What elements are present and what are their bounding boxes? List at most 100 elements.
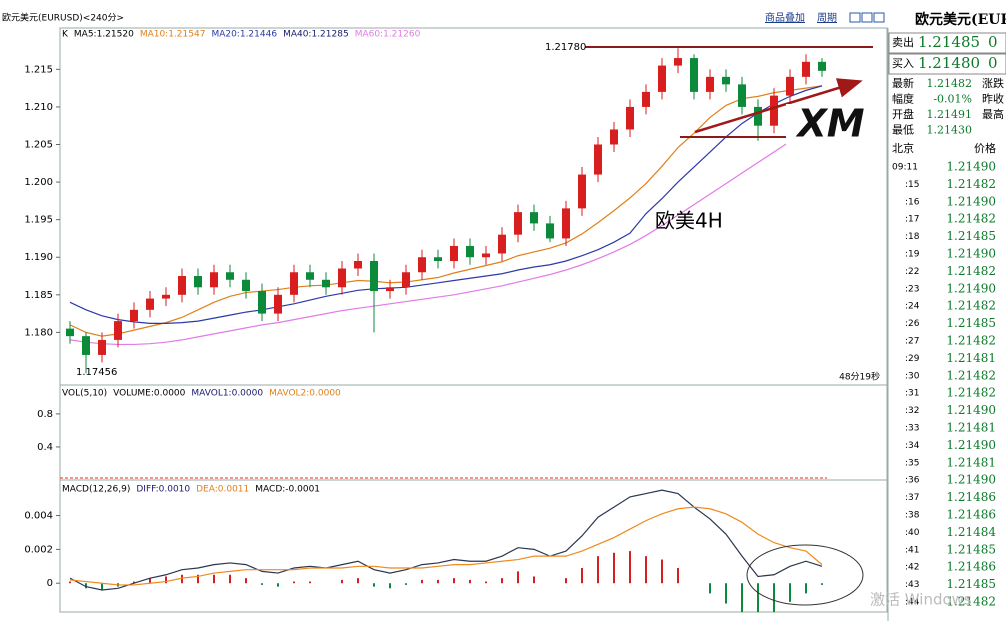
tick-price: 1.21485 <box>946 229 996 243</box>
candle-body <box>498 234 506 254</box>
dif-line <box>69 489 823 591</box>
tick-price: 1.21490 <box>946 194 996 208</box>
indicator-label: MA10:1.21547 <box>140 30 206 40</box>
tick-time: :33 <box>905 424 919 434</box>
indicator-label: K <box>62 30 69 40</box>
candle-body <box>578 174 586 209</box>
tick-price: 1.21481 <box>946 351 996 365</box>
y-tick-label: 1.210 <box>24 102 53 113</box>
candle-body <box>722 76 730 85</box>
candle-body <box>770 95 778 126</box>
tick-time: :37 <box>905 493 919 503</box>
y-tick-label: 0.4 <box>37 442 53 453</box>
indicator-label: DIFF:0.0010 <box>136 485 190 495</box>
stat-label: 幅度 <box>892 92 914 106</box>
candle-body <box>706 76 714 92</box>
tick-time: :18 <box>905 232 920 242</box>
candle-body <box>402 272 410 288</box>
candle-body <box>418 257 426 273</box>
tick-time: :22 <box>905 267 919 277</box>
candle-body <box>482 253 490 258</box>
logo-box <box>786 104 876 146</box>
tick-time: :26 <box>905 319 920 329</box>
quote-label: 买入 <box>892 57 914 70</box>
indicator-label: MACD(12,26,9) <box>62 485 130 495</box>
y-tick-label: 0.002 <box>24 544 53 555</box>
indicator-label: DEA:0.0011 <box>196 485 249 495</box>
tick-price: 1.21482 <box>946 264 996 278</box>
candle-body <box>658 65 666 92</box>
candle-body <box>370 260 378 292</box>
panel-frames <box>59 27 889 621</box>
low-label: 1.17456 <box>76 367 117 378</box>
y-tick-label: 1.200 <box>24 177 53 188</box>
y-tick-label: 1.180 <box>24 327 53 338</box>
stat-label: 最低 <box>892 124 914 137</box>
y-tick-label: 1.185 <box>24 290 53 301</box>
candle-body <box>338 268 346 288</box>
y-tick-label: 0.8 <box>37 409 53 420</box>
tick-price: 1.21482 <box>946 368 996 382</box>
candle-body <box>130 309 138 322</box>
candle-body <box>98 339 106 355</box>
tick-price: 1.21490 <box>946 281 996 295</box>
y-tick-label: 0.004 <box>24 511 53 522</box>
candle-body <box>546 223 554 239</box>
ticks-header: 北京 <box>892 141 914 155</box>
tick-time: :24 <box>905 302 920 312</box>
y-tick-label: 0 <box>47 578 53 589</box>
tick-time: :16 <box>905 197 920 207</box>
tick-price: 1.21485 <box>946 542 996 556</box>
candle-body <box>162 294 170 299</box>
highlight-ellipse <box>746 544 864 606</box>
tick-time: :42 <box>905 563 919 573</box>
tick-time: :31 <box>905 389 919 399</box>
timer: 48分19秒 <box>839 371 880 383</box>
tick-time: :23 <box>905 284 919 294</box>
tick-price: 1.21482 <box>946 334 996 348</box>
tick-price: 1.21485 <box>946 316 996 330</box>
quote-price: 1.21480 <box>918 54 980 72</box>
candle-body <box>290 272 298 295</box>
candle-body <box>210 272 218 288</box>
tick-price: 1.21490 <box>946 247 996 261</box>
candle-body <box>178 276 186 295</box>
tick-time: :17 <box>905 215 919 225</box>
indicator-label: MACD:-0.0001 <box>255 485 320 495</box>
tick-price: 1.21490 <box>946 473 996 487</box>
stat-value: 1.21491 <box>927 108 973 121</box>
y-tick-label: 1.215 <box>24 64 53 75</box>
tick-price: 1.21482 <box>946 386 996 400</box>
period-button[interactable]: 周期 <box>817 12 837 24</box>
logo: XM <box>795 102 864 146</box>
candle-body <box>754 106 762 126</box>
candle-body <box>146 298 154 310</box>
candle-body <box>466 245 474 258</box>
ma-line <box>69 85 823 324</box>
indicator-label: MA20:1.21446 <box>211 30 277 40</box>
candle-body <box>242 279 250 292</box>
indicator-label: MA60:1.21260 <box>355 30 421 40</box>
tick-time: :35 <box>905 458 919 468</box>
candle-body <box>434 257 442 261</box>
window-buttons[interactable] <box>849 12 885 23</box>
candle-body <box>642 91 650 107</box>
tick-price: 1.21482 <box>946 212 996 226</box>
tick-price: 1.21482 <box>946 299 996 313</box>
overlay-button[interactable]: 商品叠加 <box>765 11 805 24</box>
watermark: 激活 Windows <box>870 591 972 609</box>
candle-body <box>610 129 618 145</box>
axes: 1.180 1.185 1.190 1.195 1.200 1.205 1.210 1.215… <box>24 30 420 590</box>
candle-body <box>258 291 266 314</box>
candle-body <box>322 279 330 288</box>
indicator-label: MAVOL1:0.0000 <box>191 389 263 399</box>
tick-time: :38 <box>905 511 920 521</box>
tick-price: 1.21484 <box>946 525 996 539</box>
tick-price: 1.21490 <box>946 160 996 174</box>
candle-body <box>274 294 282 314</box>
indicator-label: MAVOL2:0.0000 <box>269 389 341 399</box>
stat-label: 最高 <box>982 107 1004 121</box>
tick-time: :27 <box>905 337 919 347</box>
